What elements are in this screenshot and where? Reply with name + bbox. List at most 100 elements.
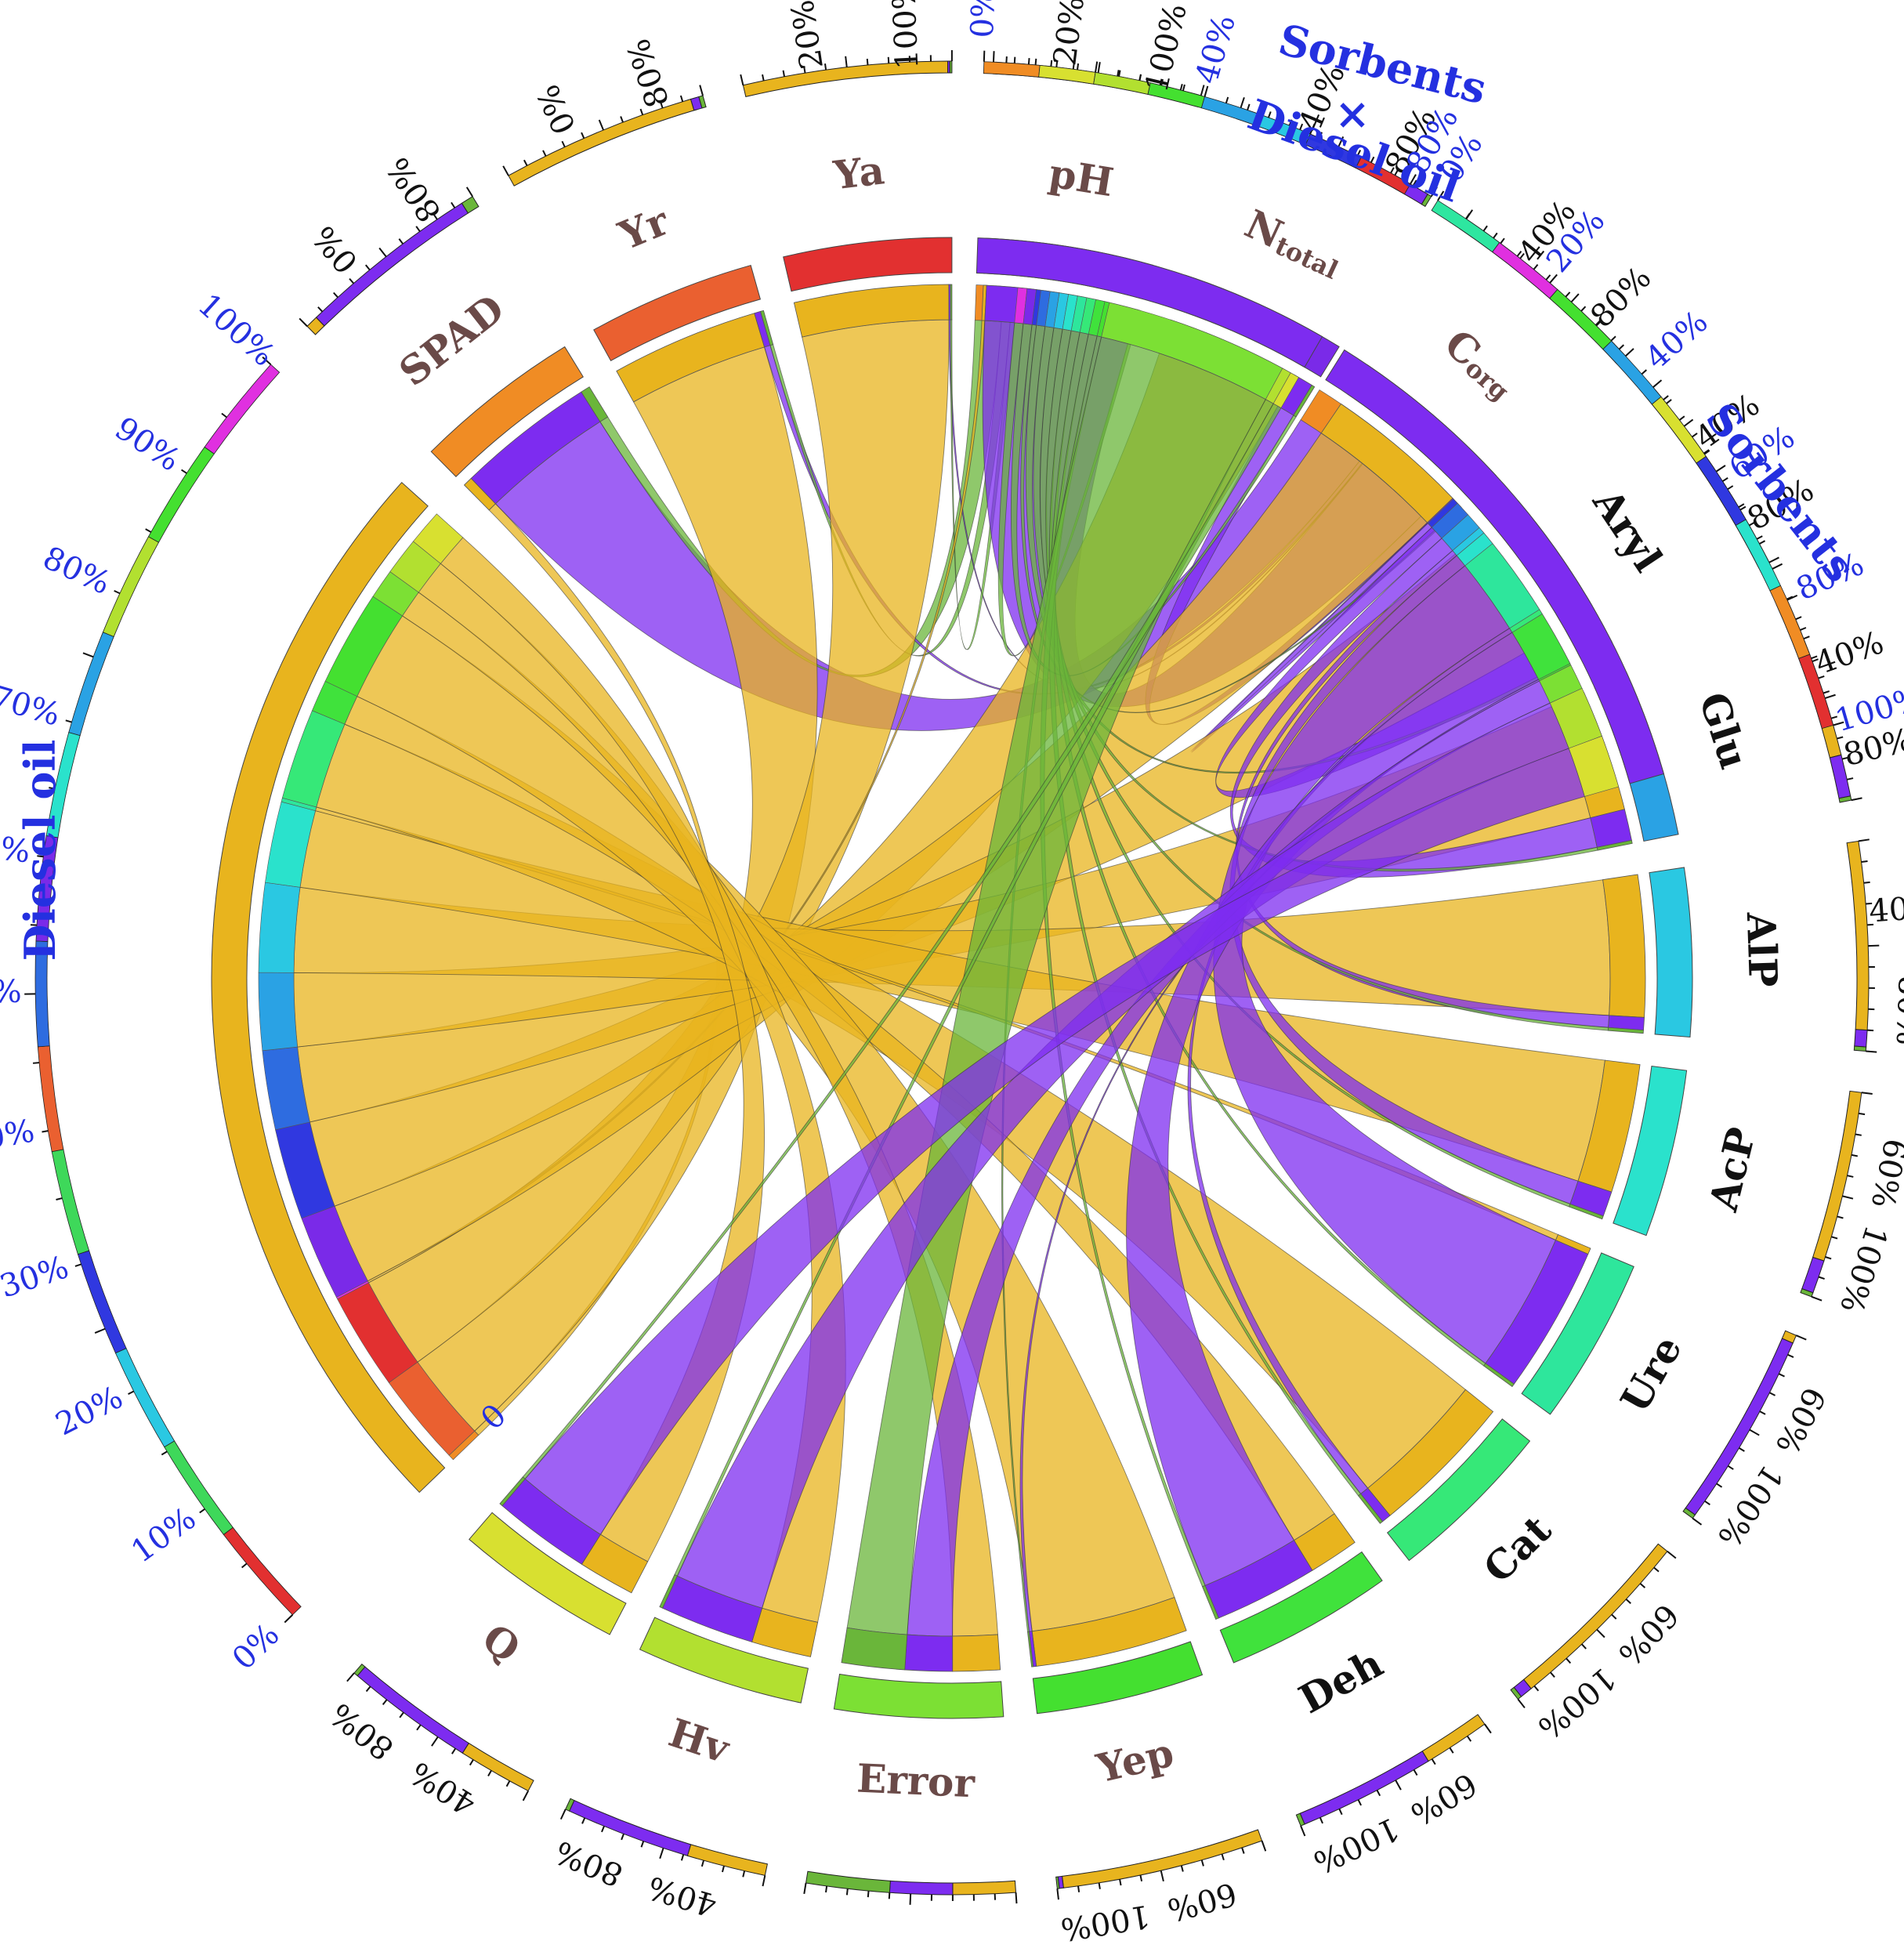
outer-tick (602, 1826, 604, 1831)
tick-label-Deh: 60% (1404, 1765, 1482, 1832)
tick-label-AcP: 60% (1864, 1135, 1904, 1211)
outer-tick (318, 307, 322, 312)
outer-track-Hv-diesel (687, 1845, 767, 1876)
outer-tick (1320, 1818, 1323, 1823)
outer-tick (1140, 1875, 1142, 1881)
outer-tick (660, 1848, 663, 1858)
outer-tick (467, 187, 472, 197)
label-SPAD: SPAD (390, 285, 512, 395)
inner-arc-Error-interaction (842, 1628, 907, 1670)
outer-tick (1566, 292, 1569, 297)
outer-track-Error-sorbents (889, 1881, 953, 1895)
outer-tick (451, 202, 454, 208)
label-sub-Ntotal: total (1271, 230, 1343, 285)
outer-tick (1483, 226, 1487, 231)
tick-label-Yep: 60% (1164, 1875, 1240, 1928)
outer-tick (1769, 557, 1779, 562)
factor-tick-label-interaction: 0% (965, 0, 1002, 38)
outer-tick (1796, 1335, 1806, 1339)
outer-tick (681, 96, 682, 102)
factor-tick (66, 720, 72, 722)
label-AlP: AlP (1738, 911, 1786, 987)
factor-track-diesel (52, 1150, 89, 1255)
outer-tick (561, 1809, 566, 1820)
inner-arc-Error-diesel (953, 1635, 1001, 1671)
outer-tick (722, 1866, 724, 1872)
tick-label-Hv: 80% (550, 1834, 628, 1893)
tick-label-Glu: 40% (1811, 625, 1888, 682)
factor-tick (1204, 86, 1207, 96)
outer-track-Ya-interaction (950, 61, 952, 73)
segment-AlP (1649, 867, 1692, 1037)
outer-tick (417, 1725, 421, 1730)
outer-tick (1414, 1770, 1417, 1776)
outer-tick (400, 1712, 404, 1717)
factor-track-interaction (1039, 65, 1095, 84)
tick-label-pH: 20% (1047, 0, 1091, 67)
outer-tick (1036, 59, 1037, 65)
outer-tick (1788, 1355, 1794, 1357)
factor-tick (95, 1329, 105, 1333)
tick-label-Corg: 80% (1584, 260, 1658, 335)
outer-tick (1468, 1736, 1471, 1742)
outer-tick (845, 56, 847, 67)
tick-label-AlP: 40% (1868, 889, 1904, 930)
factor-tick-label-diesel: 20% (50, 1379, 129, 1443)
factor-tick (1546, 275, 1550, 280)
outer-track-AcP-sorbents (1802, 1257, 1824, 1292)
outer-tick (523, 1791, 528, 1800)
outer-track-AlP-diesel (1847, 841, 1869, 1030)
outer-tick (1099, 62, 1100, 73)
outer-tick (1831, 1237, 1837, 1238)
factor-track-diesel (69, 632, 114, 736)
factor-track-diesel (103, 537, 158, 637)
tick-label-Yr: 80% (621, 34, 677, 112)
outer-tick (1597, 1630, 1605, 1638)
factor-tick (1247, 104, 1250, 110)
inner-arc-Error-sorbents (905, 1635, 953, 1671)
outer-tick (1566, 1658, 1570, 1663)
outer-tick (1057, 1888, 1059, 1899)
label-Glu: Glu (1690, 687, 1757, 774)
outer-tick (702, 1860, 704, 1867)
outer-tick (1182, 1866, 1183, 1872)
outer-tick (762, 74, 764, 81)
factor-tick-label-diesel: 30% (0, 1249, 73, 1305)
outer-track-AlP-sorbents (1855, 1030, 1867, 1047)
outer-tick (1825, 695, 1835, 698)
outer-tick (1667, 1552, 1676, 1559)
outer-tick (1862, 861, 1868, 862)
factor-tick (1183, 85, 1185, 91)
outer-tick (1201, 85, 1204, 96)
outer-tick (488, 1771, 491, 1776)
outer-track-Yr-diesel (509, 100, 694, 186)
outer-tick (452, 1748, 455, 1754)
outer-tick (432, 1737, 438, 1747)
outer-track-Q-diesel (462, 1744, 534, 1791)
outer-tick (868, 1891, 869, 1897)
outer-tick (1842, 1196, 1853, 1198)
outer-tick (581, 132, 584, 138)
outer-tick (1099, 1883, 1100, 1889)
factor-slot-diesel-Glu (259, 972, 298, 1051)
outer-tick (1611, 336, 1616, 341)
outer-tick (1826, 1257, 1832, 1258)
outer-tick (582, 1818, 585, 1823)
outer-tick (1837, 1216, 1844, 1218)
outer-tick (1819, 1277, 1825, 1280)
outer-tick (1760, 1411, 1765, 1414)
label-Hv: Hv (664, 1709, 737, 1773)
outer-tick (1667, 400, 1671, 404)
factor-tick-label-sorbents: 40% (1638, 304, 1714, 377)
outer-tick (1717, 1483, 1722, 1486)
outer-tick (641, 1841, 643, 1848)
factor-tick (1663, 396, 1668, 400)
label-Deh: Deh (1291, 1640, 1390, 1723)
outer-tick (1804, 636, 1809, 639)
factor-tick (1642, 370, 1646, 374)
factor-tick (1619, 345, 1623, 349)
label-Aryl: Aryl (1584, 480, 1671, 580)
factor-tick-label-diesel: 100% (191, 287, 282, 374)
outer-tick (1779, 1374, 1784, 1376)
factor-tick (1800, 628, 1805, 630)
